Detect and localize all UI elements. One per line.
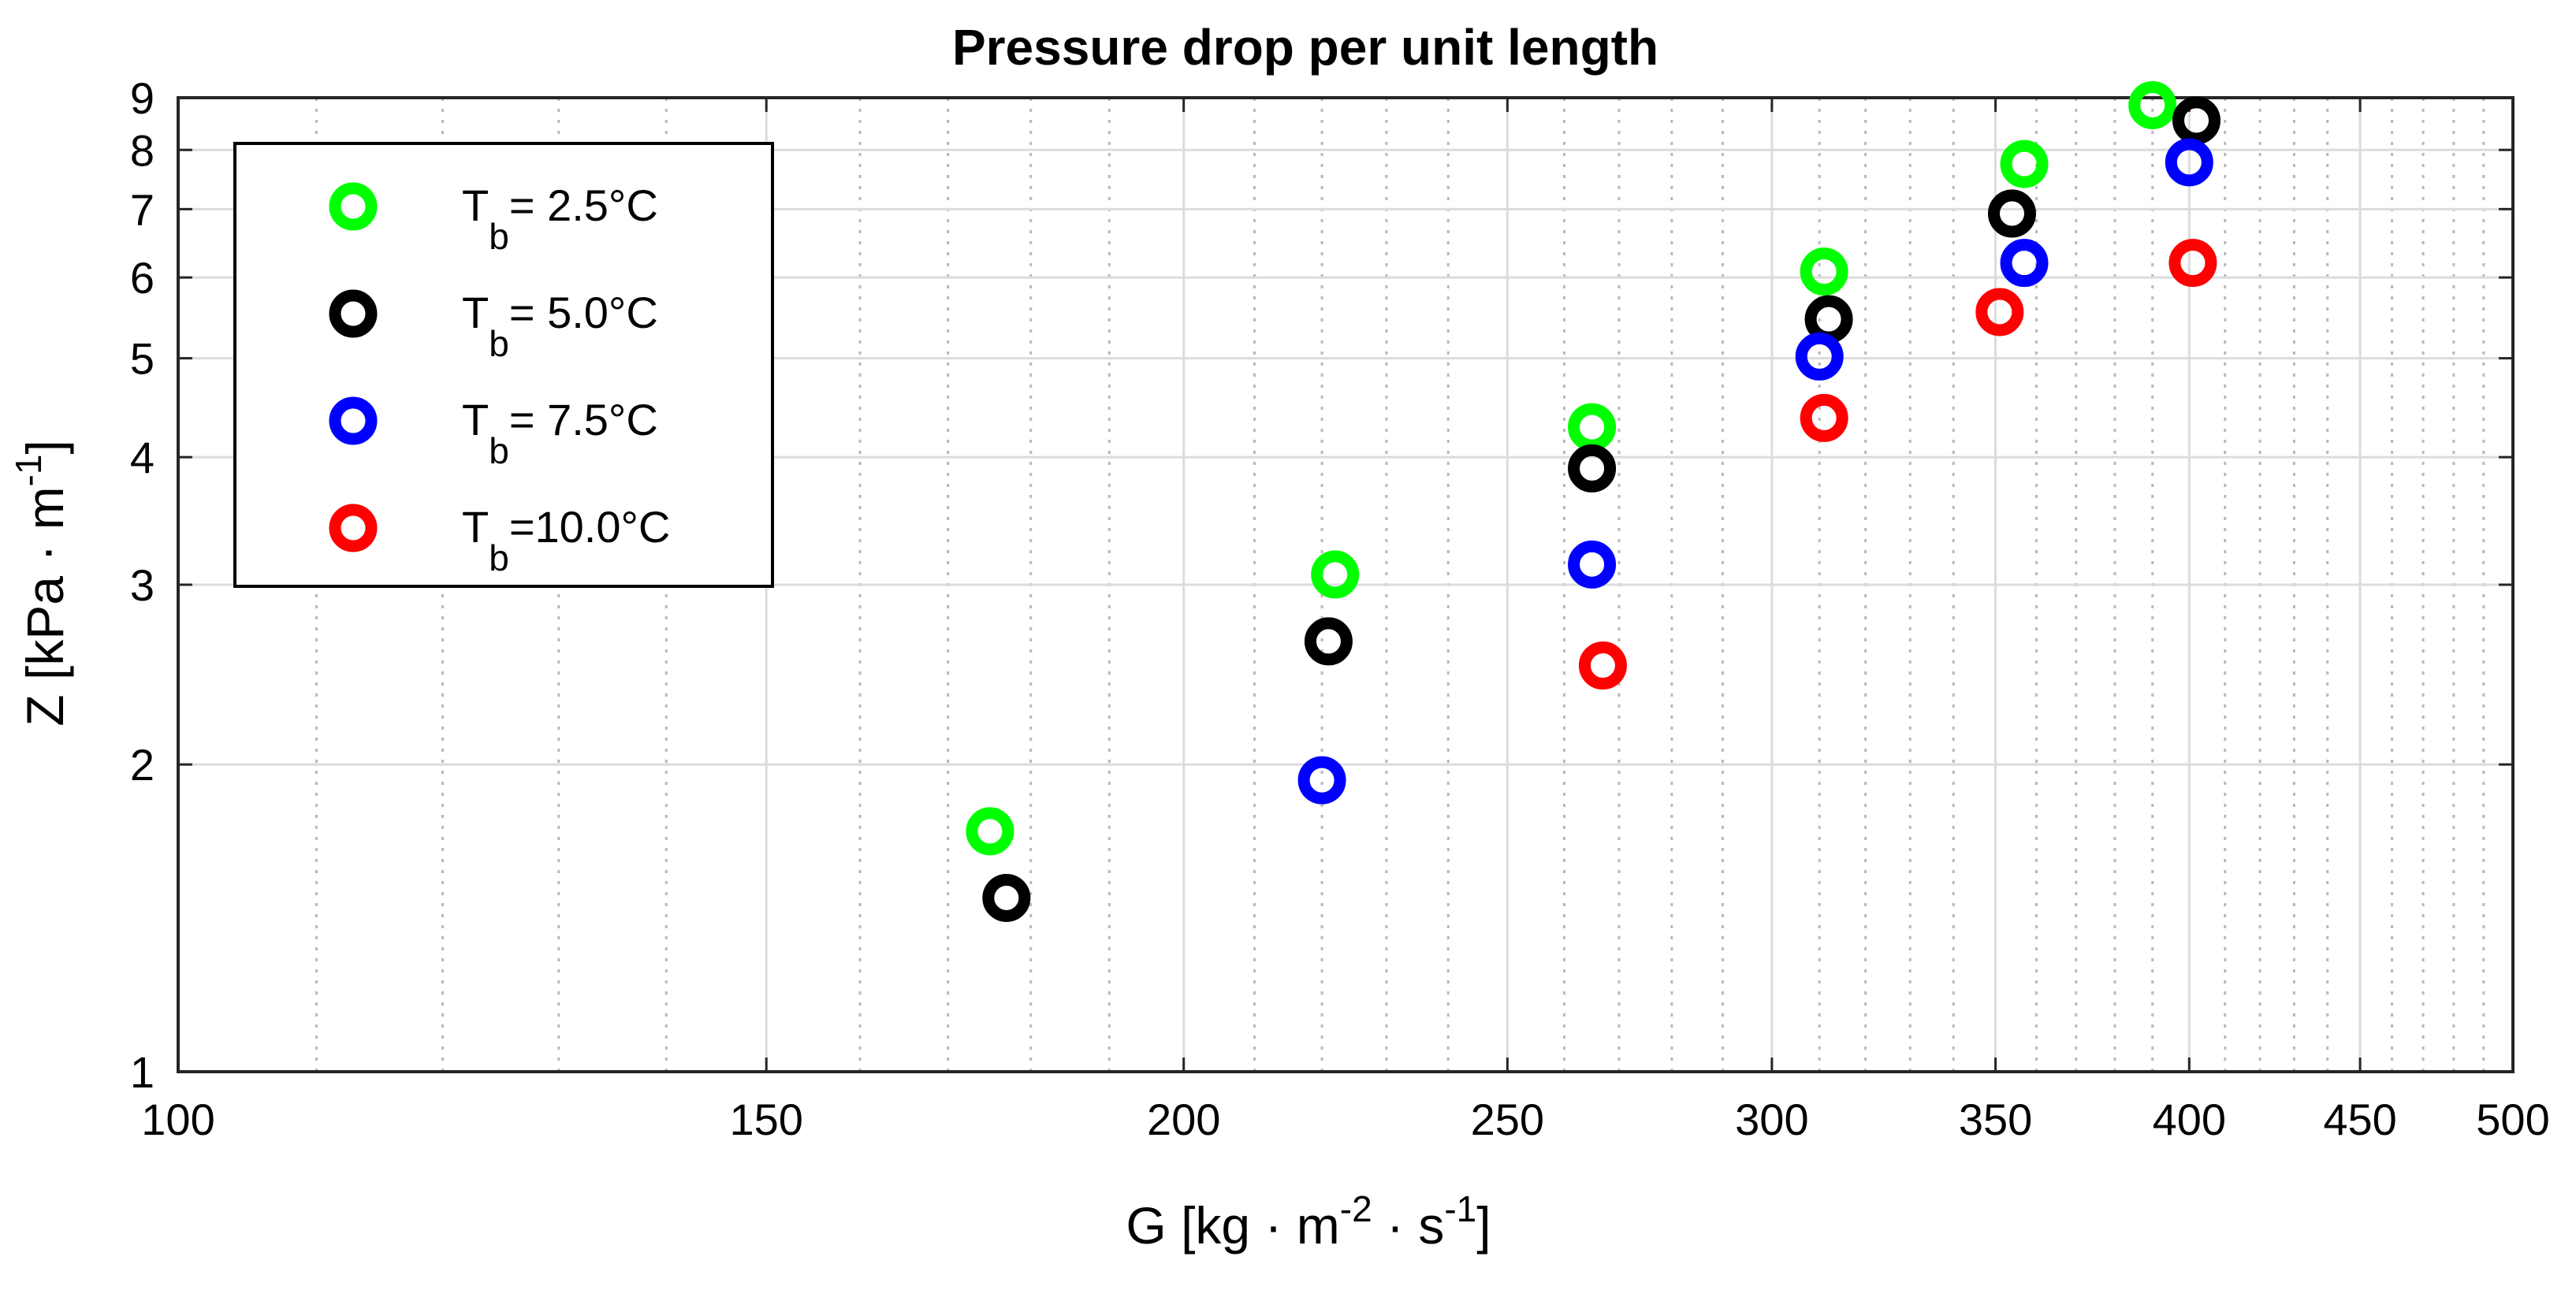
data-point [2165,138,2213,187]
data-point [2128,80,2177,129]
data-point [1987,189,2036,238]
legend-label-subscript: b [489,430,509,471]
data-point [1568,444,1617,493]
legend-label-main: T [462,288,489,337]
legend-label: Tb=10.0°C [462,502,670,578]
legend-marker [329,504,378,552]
series-4 [1578,239,2217,690]
data-point [2000,239,2049,288]
y-tick-label: 5 [130,334,154,384]
y-label-base: Z [kPa · m [16,486,74,726]
data-point [1800,247,1848,296]
legend-marker [329,396,378,445]
x-tick-label: 350 [1959,1095,2032,1144]
legend-label: Tb= 5.0°C [462,288,658,364]
data-point [1578,641,1627,690]
data-point [1311,550,1360,599]
y-label-sup: -1 [8,455,49,487]
x-tick-label: 250 [1471,1095,1544,1144]
data-point [1975,288,2024,336]
legend: Tb= 2.5°CTb= 5.0°CTb= 7.5°CTb=10.0°C [233,142,774,588]
x-axis-label: G [kg · m-2 · s-1] [1126,1188,1491,1255]
x-tick-labels: 100 150 200 250 300 350 400 450 500 [141,1095,2549,1144]
data-point [1568,540,1617,589]
x-tick-label: 150 [729,1095,802,1144]
legend-label-subscript: b [489,323,509,364]
data-point [966,807,1014,856]
x-label-base: G [kg · m [1126,1196,1339,1255]
data-points [966,80,2221,922]
data-point [1304,617,1353,666]
x-tick-label: 400 [2153,1095,2226,1144]
x-label-mid: · s [1372,1196,1445,1255]
data-point [982,873,1031,922]
y-tick-label: 1 [130,1047,154,1097]
legend-label: Tb= 7.5°C [462,395,658,471]
legend-box [233,142,774,588]
legend-label-rest: =10.0°C [509,502,671,552]
y-tick-label: 8 [130,125,154,175]
data-point [2168,239,2217,288]
x-tick-label: 300 [1735,1095,1808,1144]
legend-marker [329,182,378,231]
y-tick-labels: 1 2 3 4 5 6 7 89 [130,73,154,1097]
x-tick-label: 450 [2323,1095,2396,1144]
data-point [2000,139,2049,188]
y-tick-label: 6 [130,253,154,303]
y-axis-label: Z [kPa · m-1] [8,440,74,727]
legend-label-main: T [462,502,489,552]
x-label-sup2: -1 [1444,1188,1476,1229]
data-point [1795,332,1844,381]
y-tick-label: 3 [130,560,154,610]
legend-label-main: T [462,180,489,230]
y-tick-label: 4 [130,433,154,482]
legend-label-main: T [462,395,489,444]
legend-label: Tb= 2.5°C [462,180,658,257]
legend-label-rest: = 2.5°C [509,180,658,230]
chart-title: Pressure drop per unit length [952,19,1658,76]
legend-label-rest: = 7.5°C [509,395,658,444]
x-tick-label: 500 [2476,1095,2549,1144]
series-3 [1297,138,2213,805]
data-point [1297,756,1346,805]
legend-label-subscript: b [489,537,509,578]
legend-marker [329,289,378,338]
x-label-end: ] [1476,1196,1491,1255]
y-label-end: ] [16,440,74,454]
legend-label-rest: = 5.0°C [509,288,658,337]
y-tick-label: 7 [130,184,154,234]
x-tick-label: 200 [1147,1095,1220,1144]
data-point [1800,393,1848,442]
legend-label-subscript: b [489,216,509,257]
plot-area-border [177,96,2515,1073]
data-point [2172,96,2221,145]
axes [177,96,2515,1073]
y-tick-label: 2 [130,740,154,790]
x-label-sup1: -2 [1340,1188,1372,1229]
x-tick-label: 100 [141,1095,214,1144]
y-tick-label: 9 [130,73,154,123]
